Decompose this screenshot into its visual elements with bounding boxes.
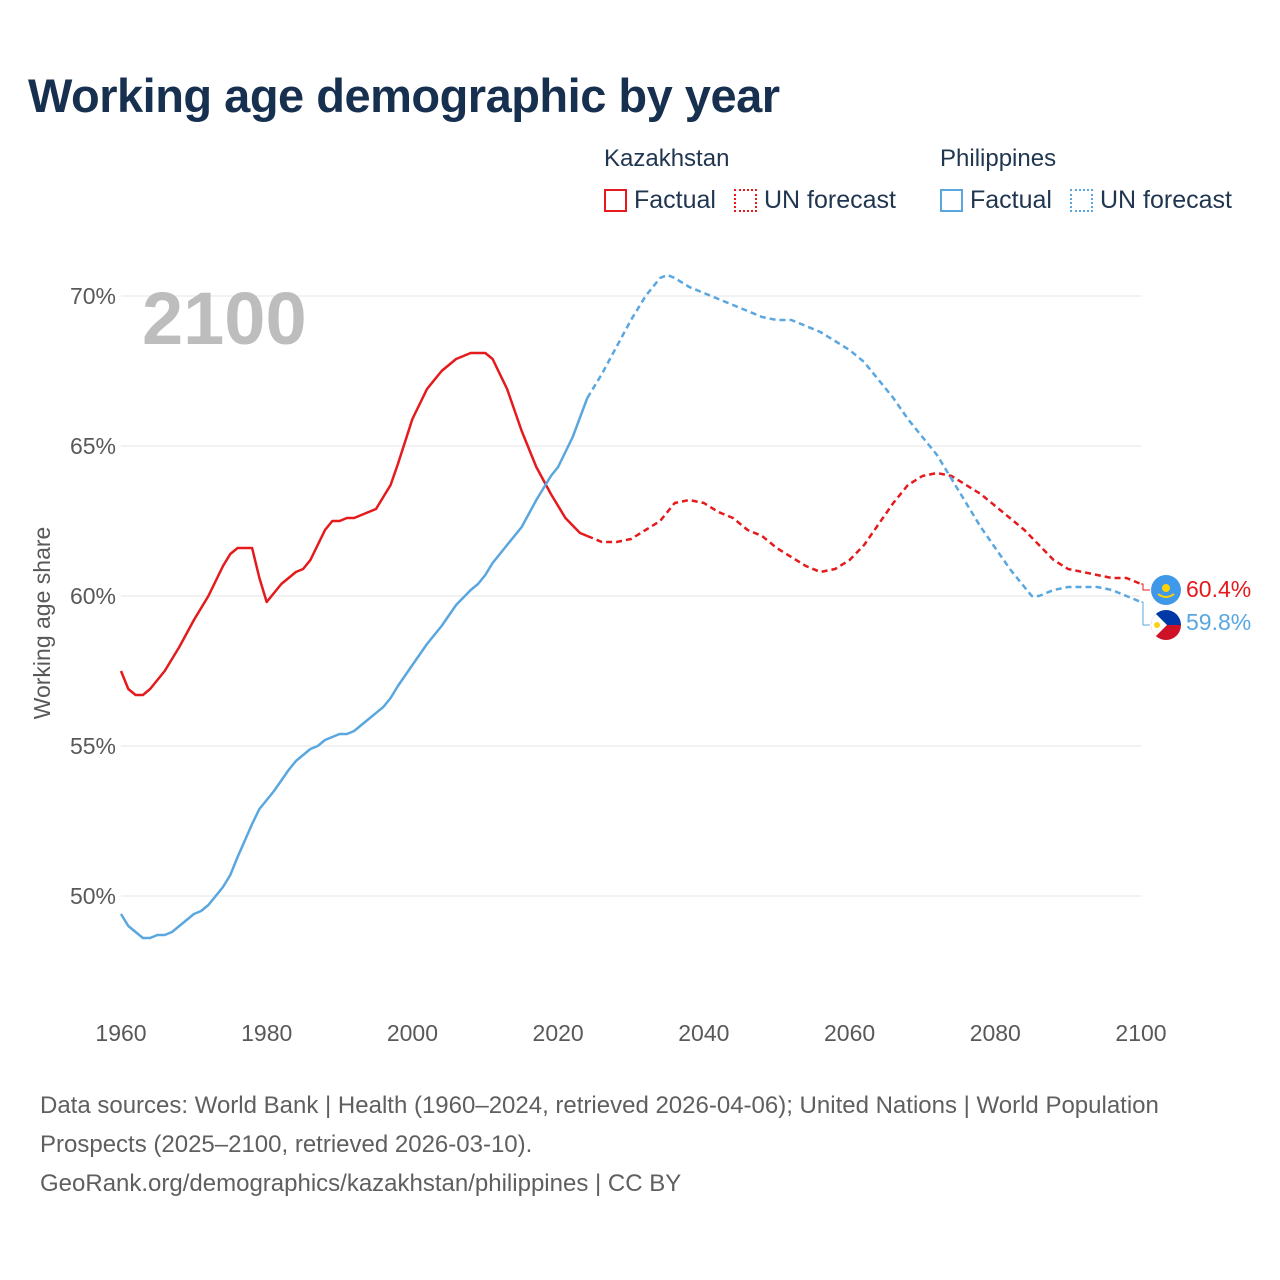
- x-tick-label: 2040: [678, 1020, 729, 1046]
- x-tick-label: 1980: [241, 1020, 292, 1046]
- footer: Data sources: World Bank | Health (1960–…: [40, 1086, 1220, 1203]
- y-axis-ticks: 50% 55% 60% 65% 70%: [70, 283, 116, 909]
- x-tick-label: 2060: [824, 1020, 875, 1046]
- line-chart: 2100 50% 55% 60% 65% 70% 1960 1980 2000 2020 204…: [0, 0, 1280, 1080]
- philippines-connector: [1141, 602, 1150, 625]
- y-tick-label: 60%: [70, 583, 116, 609]
- x-axis-ticks: 1960 1980 2000 2020 2040 2060 2080 2100: [95, 1020, 1166, 1046]
- x-tick-label: 2000: [387, 1020, 438, 1046]
- end-label-philippines: 59.8%: [1186, 609, 1251, 635]
- y-tick-label: 70%: [70, 283, 116, 309]
- source-link[interactable]: GeoRank.org/demographics/kazakhstan/phil…: [40, 1164, 1220, 1203]
- x-tick-label: 2020: [533, 1020, 584, 1046]
- y-tick-label: 55%: [70, 733, 116, 759]
- kazakhstan-factual-line: [121, 353, 587, 695]
- y-axis-label: Working age share: [29, 527, 55, 720]
- kazakhstan-flag-icon: [1151, 575, 1181, 605]
- philippines-flag-icon: [1150, 609, 1182, 641]
- series-lines: [121, 275, 1150, 938]
- y-tick-label: 65%: [70, 433, 116, 459]
- x-tick-label: 2080: [970, 1020, 1021, 1046]
- x-tick-label: 1960: [95, 1020, 146, 1046]
- kazakhstan-connector: [1141, 584, 1150, 590]
- data-sources: Data sources: World Bank | Health (1960–…: [40, 1086, 1220, 1164]
- kazakhstan-forecast-line: [587, 473, 1141, 584]
- grid-lines: [121, 296, 1141, 896]
- year-badge: 2100: [142, 277, 307, 360]
- x-tick-label: 2100: [1115, 1020, 1166, 1046]
- philippines-forecast-line: [587, 275, 1141, 602]
- philippines-factual-line: [121, 398, 587, 938]
- end-label-kazakhstan: 60.4%: [1186, 576, 1251, 602]
- y-tick-label: 50%: [70, 883, 116, 909]
- end-markers: [1150, 575, 1182, 641]
